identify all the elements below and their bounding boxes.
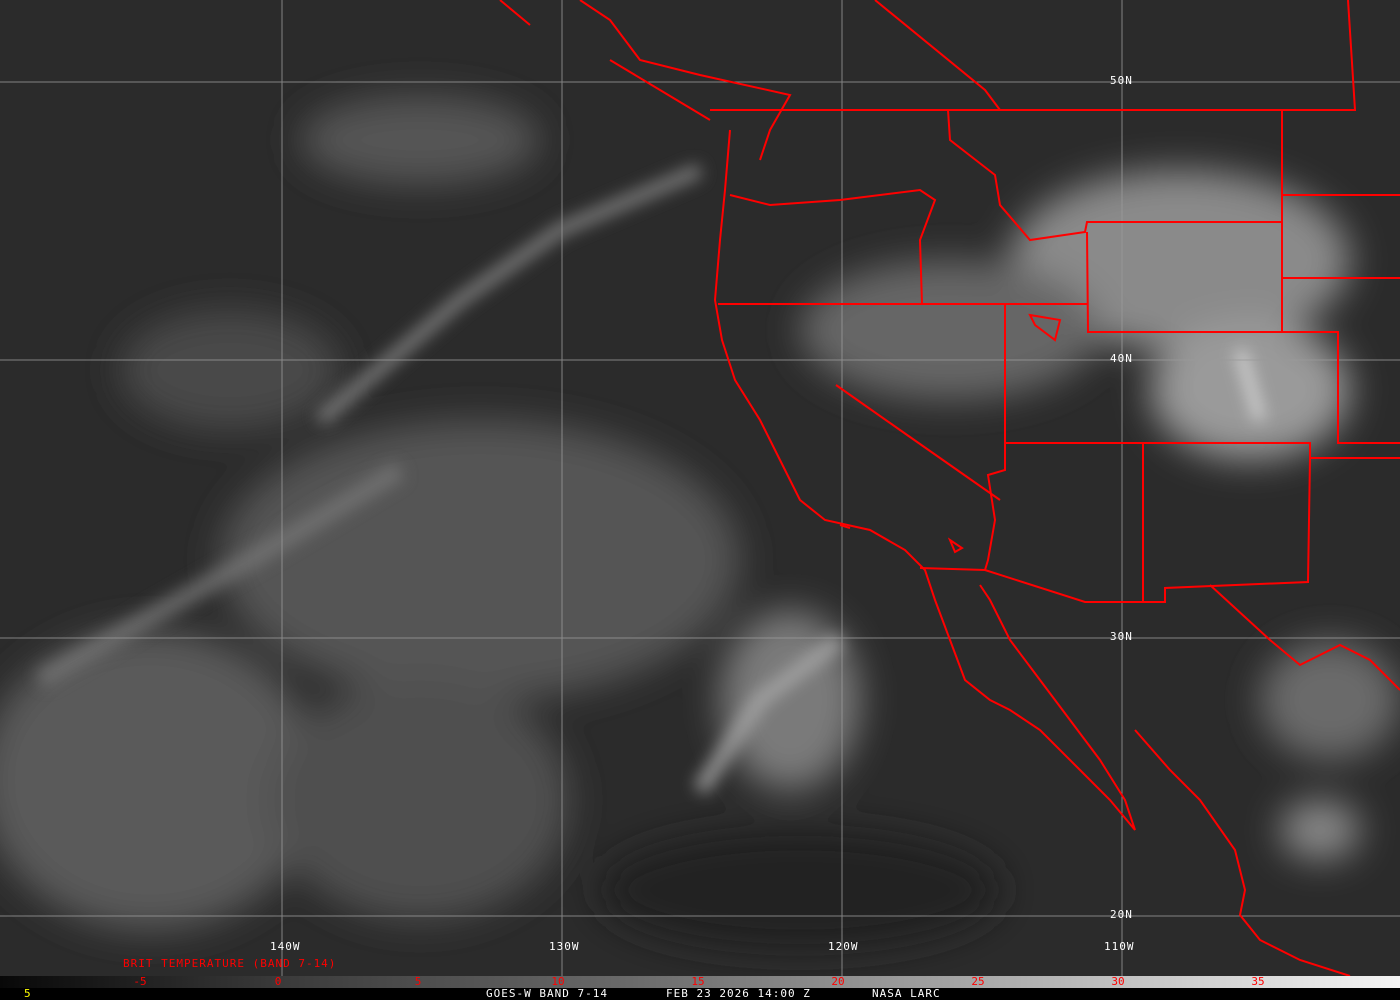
scale-tick: 25 [971, 975, 985, 988]
satellite-band: GOES-W BAND 7-14 [486, 987, 608, 1000]
scale-tick: 35 [1251, 975, 1265, 988]
image-datetime: FEB 23 2026 14:00 Z [666, 987, 811, 1000]
footer-bar: 5 GOES-W BAND 7-14 FEB 23 2026 14:00 Z N… [0, 987, 1400, 1000]
lat-lon-grid [0, 0, 1400, 976]
temperature-scale-bar: -5 0 5 10 15 20 25 30 35 [0, 975, 1400, 988]
scale-tick: 10 [551, 975, 565, 988]
lat-label-20n: 20N [1110, 908, 1133, 921]
image-source: NASA LARC [872, 987, 941, 1000]
lon-label-110w: 110W [1104, 940, 1135, 953]
political-boundaries [499, 0, 1400, 976]
lat-label-40n: 40N [1110, 352, 1133, 365]
lon-label-130w: 130W [549, 940, 580, 953]
lat-label-50n: 50N [1110, 74, 1133, 87]
satellite-imagery [0, 0, 1400, 976]
cloud-field [0, 95, 1400, 950]
lat-label-30n: 30N [1110, 630, 1133, 643]
scale-tick: 15 [691, 975, 705, 988]
lon-label-140w: 140W [270, 940, 301, 953]
scale-tick: 0 [274, 975, 282, 988]
scale-tick: -5 [133, 975, 147, 988]
scale-tick: 20 [831, 975, 845, 988]
scale-tick: 30 [1111, 975, 1125, 988]
scale-tick: 5 [414, 975, 422, 988]
lon-label-120w: 120W [828, 940, 859, 953]
scale-title: BRIT TEMPERATURE (BAND 7-14) [123, 957, 337, 970]
corner-value: 5 [24, 987, 32, 1000]
